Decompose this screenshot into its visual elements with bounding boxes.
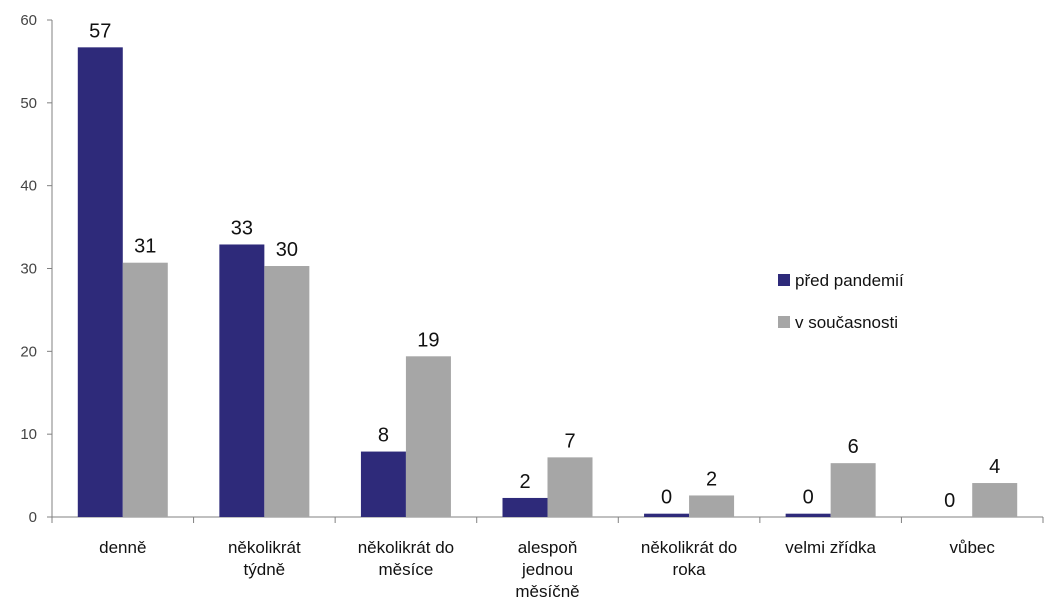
data-label: 0 <box>661 487 672 509</box>
y-tick-label: 50 <box>20 95 37 112</box>
y-tick-label: 10 <box>20 426 37 443</box>
data-label: 2 <box>706 468 717 490</box>
data-label: 2 <box>519 471 530 493</box>
data-label: 0 <box>944 490 955 512</box>
data-label: 19 <box>417 329 439 351</box>
legend-swatch <box>778 274 790 286</box>
y-tick-label: 40 <box>20 178 37 195</box>
bar-before-pandemic <box>502 497 548 517</box>
legend-label: v současnosti <box>795 313 898 332</box>
bar-current <box>405 356 451 517</box>
bar-current <box>972 483 1018 517</box>
bar-before-pandemic <box>360 451 406 517</box>
chart-legend: před pandemií v současnosti <box>778 271 904 332</box>
bar-before-pandemic <box>77 47 123 518</box>
chart-labels: 57 31 denně 33 30 několikrát týdně 8 19 několikrá… <box>89 20 1000 601</box>
data-label: 0 <box>803 487 814 509</box>
x-category-label: velmi zřídka <box>785 538 876 557</box>
y-tick-label: 20 <box>20 343 37 360</box>
y-tick-label: 0 <box>29 509 37 526</box>
bar-current <box>264 266 310 517</box>
data-label: 33 <box>231 217 253 239</box>
data-label: 57 <box>89 20 111 42</box>
data-label: 4 <box>989 456 1000 478</box>
x-category-label: několikrát týdně <box>228 538 301 579</box>
bar-current <box>122 262 168 517</box>
data-label: 31 <box>134 236 156 258</box>
bar-current <box>830 463 876 517</box>
bar-current <box>689 495 735 517</box>
x-category-label: denně <box>99 538 146 557</box>
legend-label: před pandemií <box>795 271 904 290</box>
y-tick-label: 60 <box>20 12 37 29</box>
bar-before-pandemic <box>219 244 265 517</box>
y-tick-label: 30 <box>20 261 37 278</box>
data-label: 6 <box>848 436 859 458</box>
x-category-label: vůbec <box>950 538 996 557</box>
x-category-label: alespoň jednou měsíčně <box>515 538 579 601</box>
data-label: 30 <box>276 239 298 261</box>
bar-current <box>547 457 593 517</box>
bar-before-pandemic <box>785 513 831 517</box>
data-label: 8 <box>378 425 389 447</box>
x-category-label: několikrát do měsíce <box>358 538 454 579</box>
data-label: 7 <box>564 430 575 452</box>
chart-bars <box>77 47 1018 518</box>
x-category-label: několikrát do roka <box>641 538 737 579</box>
bar-before-pandemic <box>644 513 690 517</box>
legend-swatch <box>778 316 790 328</box>
